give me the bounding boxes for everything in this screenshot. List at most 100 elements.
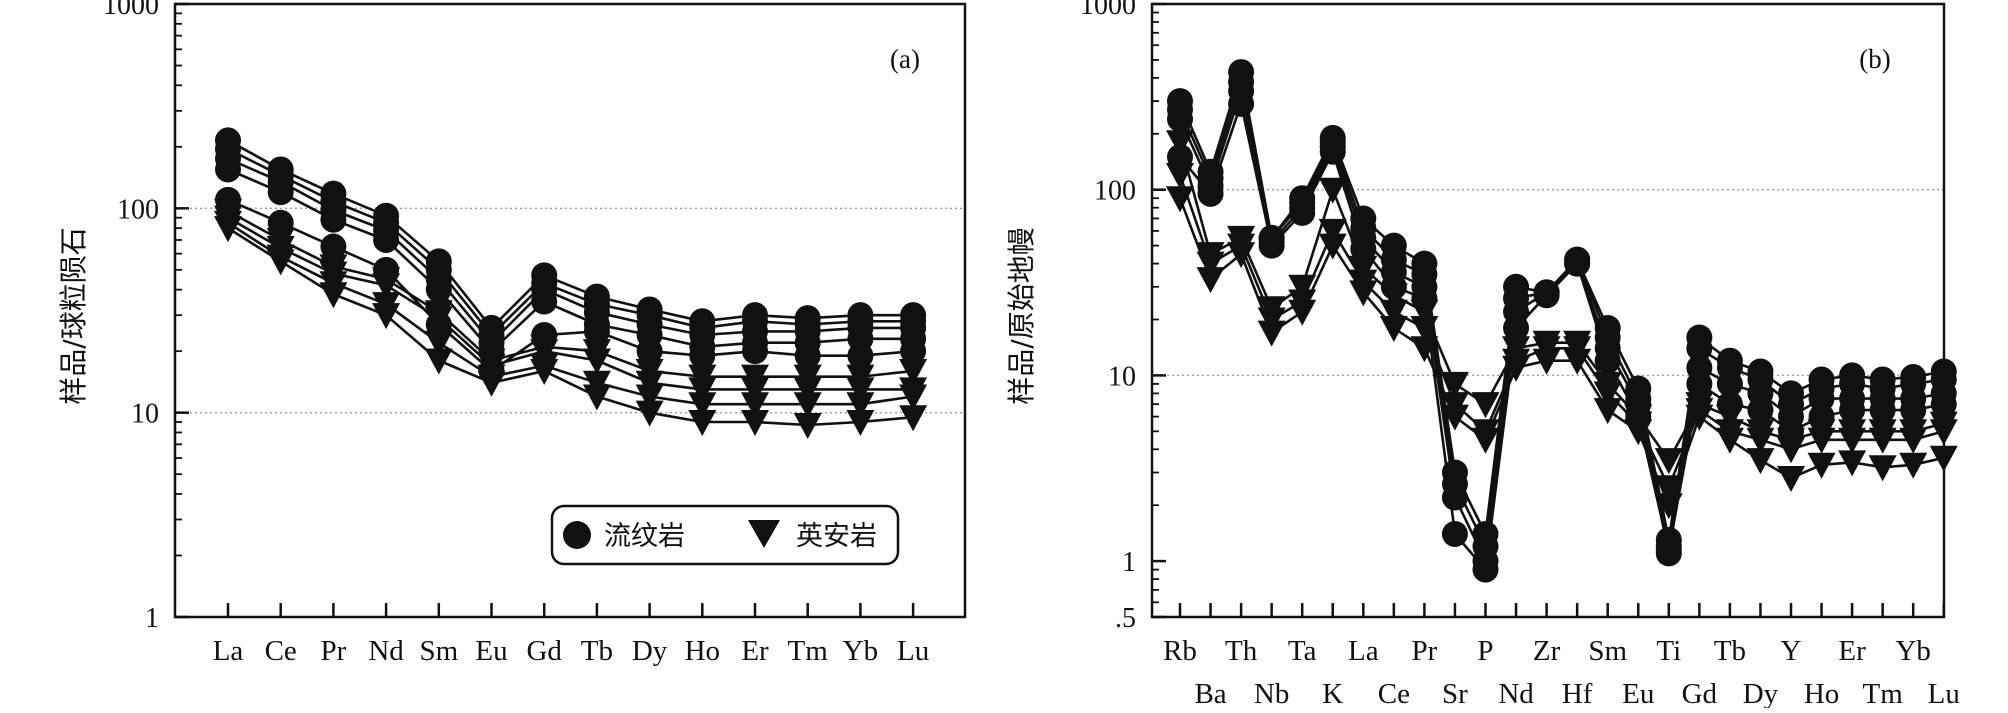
panel-a-point-rhyolite-4-13	[900, 338, 927, 365]
panel-b-point-dacite-6-12	[1532, 348, 1561, 375]
panel-b-point-dacite-6-4	[1288, 299, 1317, 326]
panel-a-point-dacite-6-12	[846, 377, 875, 404]
panel-b-x-tick-label-Sm: Sm	[1588, 635, 1627, 667]
panel-b-point-dacite-6-9	[1440, 404, 1469, 431]
panel-a-point-dacite-7-9	[688, 392, 717, 419]
panel-a-x-tick-label-Eu: Eu	[475, 635, 507, 667]
panel-b-point-dacite-6-6	[1349, 280, 1378, 307]
panel-a-point-dacite-7-8	[635, 384, 664, 411]
panel-a-x-tick-label-Tm: Tm	[788, 635, 829, 667]
panel-b-point-dacite-6-5	[1318, 233, 1347, 260]
panel-a-x-tick-label-La: La	[213, 635, 244, 667]
panel-b-point-dacite-5-21	[1807, 427, 1836, 454]
panel-a-point-rhyolite-3-1	[267, 179, 294, 206]
panel-a-point-dacite-8-11	[793, 413, 822, 440]
panel-b-point-dacite-6-19	[1746, 448, 1775, 475]
panel-b-point-rhyolite-3-6	[1350, 235, 1377, 262]
panel-b-point-rhyolite-3-4	[1289, 199, 1316, 226]
panel-a-legend: 流纹岩 英安岩	[550, 504, 900, 566]
panel-b-point-dacite-6-14	[1593, 398, 1622, 425]
panel-b-point-dacite-5-1	[1196, 251, 1225, 278]
panel-b-point-dacite-5-20	[1777, 437, 1805, 464]
panel-b-label: (b)	[1859, 44, 1890, 74]
panel-a-point-dacite-8-6	[530, 358, 559, 385]
panel-a-point-rhyolite-3-3	[373, 226, 400, 253]
panel-b-y-axis-label: 样品/原始地幔	[1005, 227, 1038, 404]
panel-a-point-rhyolite-4-12	[847, 342, 874, 369]
panel-a-point-rhyolite-4-10	[742, 338, 768, 365]
panel-a-point-dacite-6-3	[372, 273, 401, 300]
panel-b-point-dacite-4-4	[1288, 274, 1317, 301]
panel-b-x-tick-label-Rb: Rb	[1163, 635, 1197, 667]
panel-a-point-dacite-8-13	[899, 405, 928, 432]
panel-b-point-rhyolite-2-21	[1808, 385, 1835, 412]
panel-b-x-tick-label-Nd: Nd	[1498, 678, 1534, 708]
panel-b-point-dacite-6-24	[1899, 452, 1928, 479]
panel-a-x-tick-label-Sm: Sm	[419, 635, 458, 667]
panel-b-point-dacite-5-14	[1593, 381, 1622, 408]
panel-b-x-tick-label-Hf: Hf	[1562, 678, 1593, 708]
panel-b-point-dacite-5-3	[1257, 307, 1286, 334]
legend-rhyolite-label: 流纹岩	[604, 521, 685, 552]
panel-b-point-dacite-6-22	[1838, 450, 1867, 477]
panel-b-point-dacite-6-25	[1929, 445, 1958, 472]
panel-a-ree-diagram: 1 10 100 1000 La Ce Pr Nd Sm Eu Gd Tb Dy Ho Er Tm Yb Lu (…	[57, 0, 967, 667]
panel-a-y-axis-label: 样品/球粒陨石	[57, 227, 90, 404]
panel-b-x-tick-label-Ta: Ta	[1288, 635, 1317, 667]
panel-b-point-dacite-6-10	[1471, 427, 1500, 454]
panel-b-point-dacite-5-16	[1654, 475, 1683, 502]
panel-b-point-dacite-6-18	[1715, 427, 1744, 454]
panel-b-point-dacite-4-6	[1349, 255, 1378, 282]
panel-b-point-dacite-5-0	[1166, 162, 1194, 189]
panel-a-point-dacite-8-2	[319, 282, 348, 309]
panel-b-point-dacite-4-10	[1471, 392, 1500, 419]
panel-b-point-dacite-4-0	[1166, 130, 1194, 157]
panel-a-x-tick-label-Yb: Yb	[843, 635, 878, 667]
panel-b-y-tick-label: 1	[1122, 547, 1136, 578]
panel-b-x-tick-label-Sr: Sr	[1442, 678, 1468, 708]
panel-b-y-tick-label: .5	[1115, 603, 1136, 634]
panel-b-point-dacite-6-23	[1868, 455, 1897, 482]
panel-a-point-dacite-7-12	[846, 392, 875, 419]
panel-b-point-dacite-4-8	[1410, 299, 1439, 326]
panel-b-point-dacite-4-18	[1715, 404, 1744, 431]
panel-a-y-tick-label: 10	[131, 399, 159, 430]
panel-a-x-tick-label-Gd: Gd	[526, 635, 562, 667]
panel-a-point-dacite-8-4	[424, 348, 453, 375]
panel-b-point-rhyolite-3-9	[1441, 520, 1468, 547]
panel-b-point-dacite-6-21	[1807, 452, 1836, 479]
panel-a-point-dacite-8-12	[846, 410, 875, 437]
panel-b-x-tick-label-Eu: Eu	[1622, 678, 1654, 708]
panel-b-point-dacite-6-15	[1624, 419, 1653, 446]
panel-b-x-tick-label-Gd: Gd	[1682, 678, 1718, 708]
panel-b-x-tick-label-Er: Er	[1838, 635, 1866, 667]
panel-b-point-dacite-5-8	[1410, 315, 1439, 342]
legend-dacite-label: 英安岩	[796, 521, 877, 552]
panel-a-x-tick-label-Lu: Lu	[897, 635, 929, 667]
panel-b-point-rhyolite-3-19	[1747, 397, 1774, 424]
panel-a-point-dacite-8-3	[372, 303, 401, 330]
panel-a-point-rhyolite-4-8	[636, 338, 663, 365]
legend-box	[550, 504, 900, 566]
panel-b-series-line-rhyolite-1	[1178, 80, 1944, 548]
panel-a-point-dacite-6-9	[688, 377, 717, 404]
panel-a-point-dacite-8-9	[688, 410, 717, 437]
panel-b-x-tick-label-Y: Y	[1781, 635, 1802, 667]
panel-b-point-dacite-6-1	[1196, 267, 1225, 294]
panel-b-point-rhyolite-3-5	[1319, 138, 1346, 165]
panel-a-point-rhyolite-3-2	[320, 206, 347, 233]
panel-b-x-tick-label-Yb: Yb	[1895, 635, 1930, 667]
panel-a-point-dacite-7-10	[741, 392, 769, 419]
panel-b-point-rhyolite-3-17	[1686, 370, 1713, 397]
panel-b-point-rhyolite-3-3	[1258, 232, 1285, 259]
panel-b-point-dacite-4-7	[1379, 283, 1408, 310]
panel-a-point-rhyolite-4-11	[794, 342, 821, 369]
panel-b-point-rhyolite-3-16	[1655, 536, 1682, 563]
panel-b-point-rhyolite-3-23	[1869, 397, 1896, 424]
panel-b-point-dacite-6-16	[1654, 493, 1683, 520]
panel-a-y-tick-label: 100	[117, 194, 159, 225]
